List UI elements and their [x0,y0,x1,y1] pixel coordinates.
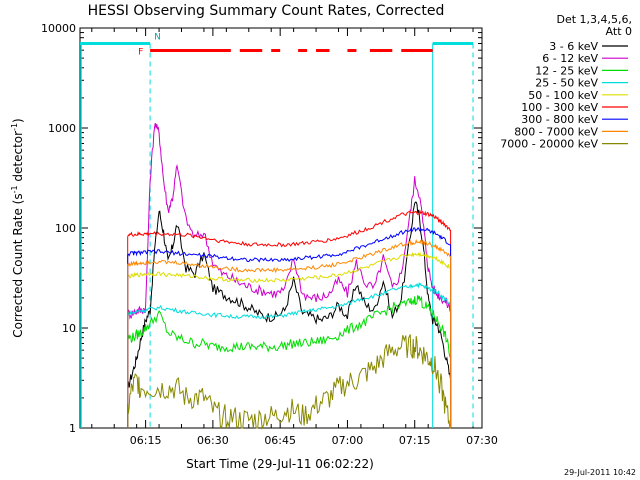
series-lines [127,123,452,430]
y-axis-label-sup2: -1 [10,123,19,131]
series-line-25-50-keV [127,281,452,428]
legend-label: 12 - 25 keV [535,64,598,77]
legend-label: 6 - 12 keV [542,52,598,65]
series-line-3-6-keV [127,201,452,428]
y-tick-label: 10000 [41,22,76,35]
night-flag-label: N [154,32,161,42]
y-tick-label: 1 [69,422,76,435]
legend-header-detectors: Det 1,3,4,5,6, [556,13,632,26]
y-tick-label: 100 [55,222,76,235]
x-tick-label: 06:30 [197,434,229,447]
chart-title: HESSI Observing Summary Count Rates, Cor… [88,3,445,19]
y-axis-label-end: ) [11,118,25,123]
legend-label: 3 - 6 keV [549,40,598,53]
y-axis-label-sup1: -1 [10,185,19,193]
legend-label: 7000 - 20000 keV [500,138,598,151]
x-tick-label: 06:15 [130,434,162,447]
legend-label: 25 - 50 keV [535,77,598,90]
series-line-6-12-keV [127,123,452,428]
legend-label: 800 - 7000 keV [514,125,598,138]
legend-label: 100 - 300 keV [521,101,598,114]
legend-label: 50 - 100 keV [528,89,598,102]
series-line-50-100-keV [127,251,452,428]
x-tick-label: 06:45 [264,434,296,447]
attenuator-state-lines [80,41,474,428]
y-axis-label-main: Corrected Count Rate (s [11,193,25,337]
series-line-12-25-keV [127,295,452,428]
x-axis-label: Start Time (29-Jul-11 06:02:22) [186,457,374,471]
series-line-800-7000-keV [127,238,452,428]
timestamp: 29-Jul-2011 10:42 [564,468,636,477]
flare-flag-label: F [138,47,143,57]
legend-header-attenuator: Att 0 [606,25,632,38]
x-tick-label: 07:30 [466,434,498,447]
legend-label: 300 - 800 keV [521,113,598,126]
y-tick-label: 10 [62,322,76,335]
plot-frame [79,27,483,429]
series-line-7000-20000-keV [127,334,451,430]
x-axis-ticks: 06:15 06:30 06:45 07:00 07:15 07:30 [91,28,498,447]
y-axis-ticks: 1 10 100 1000 10000 [41,22,482,435]
x-tick-label: 07:00 [332,434,364,447]
series-line-100-300-keV [127,209,452,428]
y-tick-label: 1000 [48,122,76,135]
y-axis-label: Corrected Count Rate (s-1 detector-1) [10,118,25,337]
y-axis-label-mid: detector [11,131,25,186]
x-tick-label: 07:15 [399,434,431,447]
series-line-300-800-keV [127,227,452,428]
